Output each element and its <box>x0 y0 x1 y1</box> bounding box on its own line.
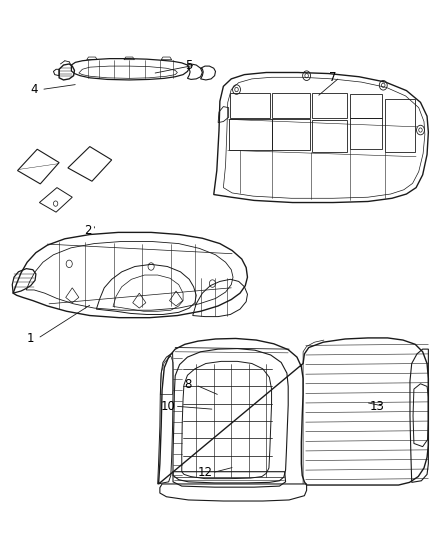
Bar <box>312 120 347 152</box>
Bar <box>229 119 272 150</box>
Text: 4: 4 <box>30 83 38 96</box>
Text: 12: 12 <box>198 466 212 479</box>
Text: 8: 8 <box>185 378 192 391</box>
Bar <box>272 93 310 118</box>
Bar <box>385 99 415 152</box>
Text: 5: 5 <box>185 59 192 71</box>
Bar <box>312 93 347 118</box>
Text: 7: 7 <box>329 71 337 84</box>
Bar <box>272 119 310 150</box>
Bar <box>230 93 270 118</box>
Bar <box>350 118 382 149</box>
Text: 2: 2 <box>84 224 92 237</box>
Bar <box>350 94 382 118</box>
Text: 13: 13 <box>369 400 384 413</box>
Text: 10: 10 <box>160 400 175 413</box>
Text: 1: 1 <box>27 332 35 345</box>
